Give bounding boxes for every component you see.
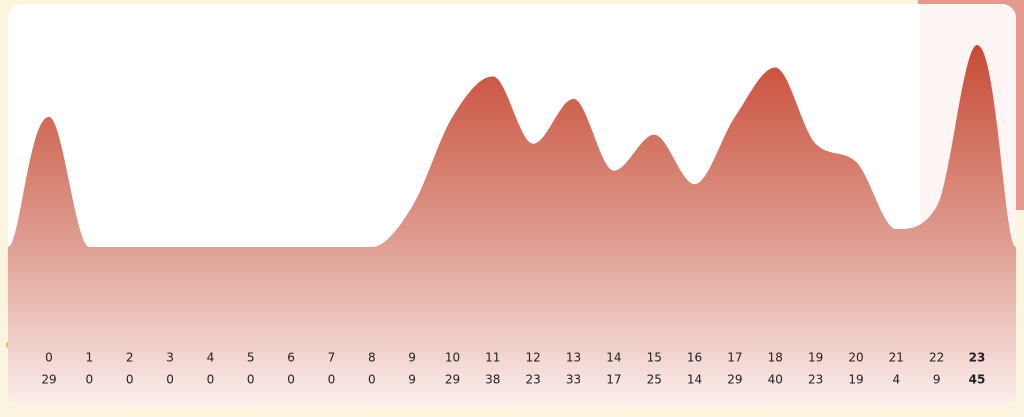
hour-label: 22 <box>929 351 944 365</box>
value-label: 0 <box>86 373 94 387</box>
value-label: 0 <box>126 373 134 387</box>
value-label: 9 <box>933 373 941 387</box>
value-label: 29 <box>445 373 460 387</box>
value-label: 19 <box>848 373 863 387</box>
value-label: 29 <box>41 373 56 387</box>
hour-label: 18 <box>768 351 783 365</box>
value-label: 23 <box>808 373 823 387</box>
value-label: 14 <box>687 373 702 387</box>
value-label: 4 <box>892 373 900 387</box>
value-label: 17 <box>606 373 621 387</box>
value-label: 0 <box>207 373 215 387</box>
hour-label: 3 <box>166 351 174 365</box>
value-label: 29 <box>727 373 742 387</box>
hour-label: 16 <box>687 351 702 365</box>
hour-label: 0 <box>45 351 53 365</box>
value-label: 40 <box>768 373 783 387</box>
hour-label: 10 <box>445 351 460 365</box>
hour-label: 13 <box>566 351 581 365</box>
hour-label: 1 <box>86 351 94 365</box>
hour-label: 17 <box>727 351 742 365</box>
hour-label: 8 <box>368 351 376 365</box>
hour-label: 6 <box>287 351 295 365</box>
area <box>8 45 1016 406</box>
hour-label: 12 <box>526 351 541 365</box>
value-label: 0 <box>247 373 255 387</box>
value-label: 23 <box>526 373 541 387</box>
hour-label: 4 <box>207 351 215 365</box>
value-label: 0 <box>166 373 174 387</box>
hour-label: 23 <box>969 351 986 365</box>
hour-label: 15 <box>647 351 662 365</box>
value-label: 9 <box>408 373 416 387</box>
value-label: 38 <box>485 373 500 387</box>
value-label: 33 <box>566 373 581 387</box>
value-label: 0 <box>368 373 376 387</box>
hour-label: 20 <box>848 351 863 365</box>
hour-label: 21 <box>889 351 904 365</box>
hour-label: 19 <box>808 351 823 365</box>
hour-label: 14 <box>606 351 621 365</box>
value-label: 0 <box>287 373 295 387</box>
hour-label: 9 <box>408 351 416 365</box>
value-label: 25 <box>647 373 662 387</box>
hour-label: 7 <box>328 351 336 365</box>
hour-label: 2 <box>126 351 134 365</box>
hour-label: 5 <box>247 351 255 365</box>
hour-label: 11 <box>485 351 500 365</box>
value-label: 0 <box>328 373 336 387</box>
value-label: 45 <box>969 373 986 387</box>
